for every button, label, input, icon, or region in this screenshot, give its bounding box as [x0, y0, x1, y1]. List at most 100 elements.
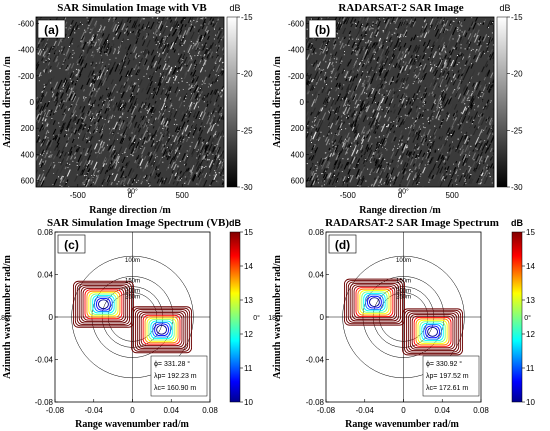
- speckle-streak: [138, 62, 141, 67]
- speckle-dot: [85, 174, 87, 176]
- speckle-streak: [151, 168, 156, 176]
- speckle-streak: [389, 41, 394, 48]
- speckle-streak: [486, 82, 492, 91]
- panel-d-x-ticks: -0.08 -0.04 0 0.04 0.08: [317, 399, 489, 415]
- speckle-dot: [89, 131, 91, 133]
- speckle-dot: [357, 162, 359, 164]
- speckle-streak: [439, 181, 443, 187]
- speckle-streak: [323, 173, 328, 182]
- speckle-streak: [357, 42, 360, 46]
- speckle-streak: [45, 144, 49, 151]
- speckle-streak: [421, 25, 425, 31]
- speckle-dot: [464, 180, 466, 182]
- speckle-streak: [175, 89, 180, 97]
- speckle-streak: [36, 96, 38, 100]
- speckle-streak: [65, 86, 70, 93]
- speckle-streak: [177, 131, 182, 138]
- speckle-dot: [43, 150, 45, 152]
- speckle-streak: [149, 166, 154, 175]
- speckle-streak: [184, 155, 190, 164]
- speckle-streak: [363, 129, 366, 133]
- speckle-streak: [184, 163, 188, 167]
- speckle-dot: [402, 34, 404, 36]
- speckle-streak: [86, 163, 90, 169]
- speckle-streak: [471, 152, 476, 160]
- speckle-streak: [150, 65, 153, 69]
- speckle-streak: [90, 50, 94, 57]
- speckle-streak: [206, 160, 209, 164]
- speckle-dot: [199, 47, 201, 49]
- speckle-streak: [203, 31, 207, 38]
- speckle-dot: [307, 125, 309, 127]
- speckle-streak: [409, 65, 412, 70]
- speckle-streak: [166, 127, 169, 132]
- speckle-streak: [454, 171, 458, 175]
- speckle-streak: [210, 18, 213, 23]
- speckle-streak: [137, 106, 142, 112]
- speckle-streak: [362, 53, 366, 60]
- speckle-streak: [210, 146, 215, 152]
- speckle-dot: [201, 37, 203, 39]
- speckle-streak: [492, 54, 494, 60]
- speckle-dot: [474, 109, 476, 111]
- speckle-dot: [417, 183, 419, 185]
- speckle-dot: [192, 42, 194, 44]
- speckle-streak: [308, 157, 311, 160]
- speckle-streak: [373, 63, 378, 72]
- speckle-streak: [313, 143, 316, 149]
- speckle-streak: [464, 144, 469, 153]
- ring-label: 200m: [396, 289, 411, 295]
- speckle-streak: [487, 54, 491, 60]
- speckle-streak: [100, 115, 103, 119]
- speckle-streak: [407, 44, 412, 52]
- speckle-streak: [110, 160, 113, 165]
- speckle-streak: [364, 29, 368, 35]
- speckle-streak: [159, 23, 163, 29]
- speckle-streak: [44, 83, 48, 88]
- speckle-dot: [146, 141, 148, 143]
- speckle-streak: [195, 41, 200, 51]
- speckle-dot: [193, 129, 195, 131]
- speckle-dot: [155, 44, 157, 46]
- speckle-streak: [41, 102, 47, 111]
- speckle-dot: [76, 80, 78, 82]
- speckle-dot: [152, 17, 154, 19]
- speckle-streak: [431, 163, 437, 172]
- speckle-dot: [175, 27, 177, 29]
- speckle-streak: [471, 70, 476, 77]
- speckle-streak: [485, 149, 490, 156]
- speckle-streak: [492, 148, 494, 153]
- speckle-streak: [387, 116, 391, 122]
- speckle-streak: [328, 134, 332, 140]
- speckle-streak: [319, 108, 323, 113]
- speckle-streak: [189, 84, 193, 89]
- speckle-streak: [349, 174, 354, 183]
- speckle-streak: [41, 117, 45, 122]
- speckle-streak: [420, 160, 424, 165]
- speckle-streak: [88, 180, 92, 185]
- speckle-dot: [162, 161, 164, 163]
- speckle-streak: [367, 39, 370, 44]
- speckle-streak: [383, 141, 388, 147]
- speckle-streak: [331, 117, 337, 127]
- speckle-streak: [329, 111, 332, 115]
- speckle-streak: [123, 128, 128, 137]
- speckle-streak: [414, 95, 418, 101]
- speckle-streak: [428, 169, 434, 179]
- speckle-streak: [474, 54, 478, 59]
- speckle-dot: [193, 19, 195, 21]
- speckle-streak: [216, 146, 221, 154]
- speckle-streak: [69, 102, 75, 112]
- speckle-streak: [128, 122, 133, 129]
- speckle-streak: [114, 63, 119, 72]
- speckle-dot: [400, 59, 402, 61]
- speckle-streak: [78, 73, 82, 78]
- speckle-dot: [74, 28, 76, 30]
- speckle-streak: [384, 72, 388, 78]
- speckle-streak: [430, 156, 435, 164]
- speckle-streak: [334, 144, 339, 153]
- speckle-streak: [141, 26, 144, 30]
- speckle-streak: [208, 128, 211, 132]
- speckle-streak: [163, 130, 168, 136]
- speckle-dot: [310, 18, 312, 20]
